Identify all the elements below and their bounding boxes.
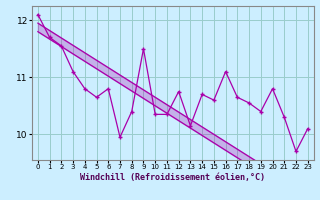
X-axis label: Windchill (Refroidissement éolien,°C): Windchill (Refroidissement éolien,°C) xyxy=(80,173,265,182)
